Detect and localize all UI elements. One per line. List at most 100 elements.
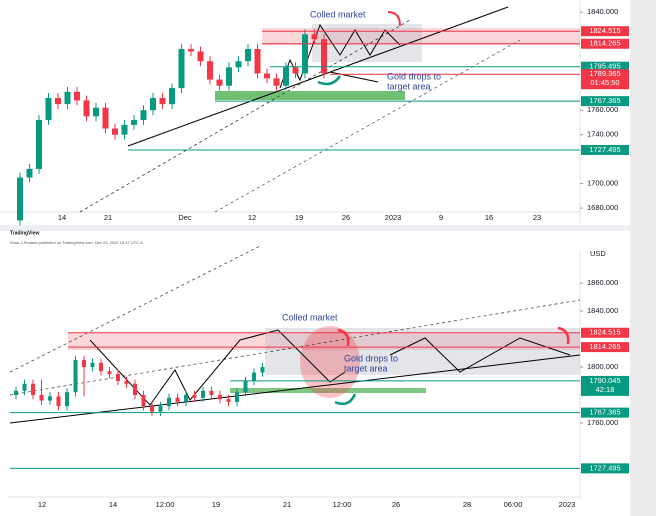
x-tick-label: 23 xyxy=(533,213,541,222)
x-tick-label: 21 xyxy=(104,213,112,222)
price-box xyxy=(581,96,629,107)
price-label: 1790.045 xyxy=(589,376,620,385)
candle-body xyxy=(283,67,289,86)
candle-body xyxy=(131,119,137,125)
candle-body xyxy=(235,61,242,68)
top-drawings xyxy=(79,6,580,213)
candle-body xyxy=(209,390,214,395)
x-tick-label: 19 xyxy=(295,213,303,222)
x-tick-label: 2023 xyxy=(385,213,402,222)
price-box xyxy=(581,407,629,418)
price-label: 1814.265 xyxy=(589,342,620,351)
y-tick-label: 1860.000 xyxy=(587,278,618,287)
candle-body xyxy=(74,91,80,101)
price-box xyxy=(581,61,629,72)
candle-body xyxy=(175,397,180,402)
candle-body xyxy=(99,362,103,372)
candle-body xyxy=(121,124,128,135)
candle-body xyxy=(273,78,280,86)
x-tick-label: 16 xyxy=(485,213,493,222)
price-label: 1767.365 xyxy=(589,408,620,417)
axis-title: USD xyxy=(590,249,606,258)
price-label: 1767.365 xyxy=(589,96,620,105)
candle-body xyxy=(39,394,44,401)
candle-body xyxy=(226,399,231,402)
candle-body xyxy=(201,390,205,398)
candle-body xyxy=(124,380,129,384)
y-tick-label: 1760.000 xyxy=(587,105,618,114)
candle-body xyxy=(260,367,265,373)
x-tick-label: Dec xyxy=(178,213,192,222)
candle-body xyxy=(22,383,27,391)
annotation: Gold drops to xyxy=(387,71,441,81)
x-tick-label: 9 xyxy=(439,213,443,222)
annotation: Colled market xyxy=(282,312,338,322)
candle-body xyxy=(207,61,213,80)
candle-body xyxy=(178,48,185,89)
price-box xyxy=(581,26,629,37)
x-tick-label: 26 xyxy=(342,213,350,222)
annotation: target area xyxy=(387,81,431,91)
price-label: 1824.515 xyxy=(589,328,620,337)
candle-body xyxy=(73,360,78,393)
candle-body xyxy=(107,371,112,375)
x-tick-label: 21 xyxy=(283,500,291,509)
candle-body xyxy=(167,397,171,407)
candle-body xyxy=(192,394,197,398)
trend-line xyxy=(9,354,581,424)
candle-body xyxy=(302,34,308,74)
price-label: 1824.515 xyxy=(589,26,620,35)
candle-body xyxy=(93,107,99,117)
candle-body xyxy=(102,107,109,129)
price-box xyxy=(581,375,629,396)
candle-body xyxy=(90,362,95,368)
candle-body xyxy=(82,360,86,368)
price-box xyxy=(581,342,629,353)
candle-body xyxy=(245,48,251,62)
y-tick-label: 1760.000 xyxy=(587,418,618,427)
candle-body xyxy=(226,67,232,86)
candle-body xyxy=(235,392,239,402)
attribution: Ross-J-Stuland published on TradingView.… xyxy=(10,240,143,245)
x-tick-label: 26 xyxy=(392,500,400,509)
price-box xyxy=(581,463,629,474)
candle-body xyxy=(184,394,188,402)
x-tick-label: 12:00 xyxy=(333,500,352,509)
candle-body xyxy=(45,97,52,120)
price-box xyxy=(581,69,629,90)
price-box xyxy=(581,327,629,338)
x-tick-label: 14 xyxy=(109,500,117,509)
arrow xyxy=(317,75,342,86)
pointer xyxy=(329,71,379,83)
price-label: 1727.495 xyxy=(589,145,620,154)
candle-body xyxy=(141,394,146,407)
candle-body xyxy=(26,168,33,178)
candle-body xyxy=(65,392,69,407)
candle-body xyxy=(31,383,35,395)
price-label: 1795.495 xyxy=(589,62,620,71)
timer-label: 42:18 xyxy=(596,385,615,394)
annotation: target area xyxy=(344,363,388,373)
x-tick-label: 28 xyxy=(463,500,471,509)
annotation: Colled market xyxy=(310,9,366,19)
zone xyxy=(215,91,405,100)
y-tick-label: 1840.000 xyxy=(587,306,618,315)
arrow xyxy=(337,328,350,347)
separator xyxy=(0,225,630,231)
x-tick-label: 12 xyxy=(38,500,46,509)
candle-body xyxy=(254,48,261,74)
zone xyxy=(312,24,422,62)
brand: TradingView xyxy=(10,230,39,236)
x-tick-label: 06:00 xyxy=(504,500,523,509)
annotation: Gold drops to xyxy=(344,353,398,363)
candle-body xyxy=(218,394,222,400)
x-tick-label: 2023 xyxy=(559,500,576,509)
side-strip xyxy=(630,0,656,516)
y-tick-label: 1680.000 xyxy=(587,203,618,212)
dashed-line xyxy=(9,245,261,373)
candle-body xyxy=(311,34,318,40)
candle-body xyxy=(83,100,90,117)
dashed-line xyxy=(214,39,521,213)
